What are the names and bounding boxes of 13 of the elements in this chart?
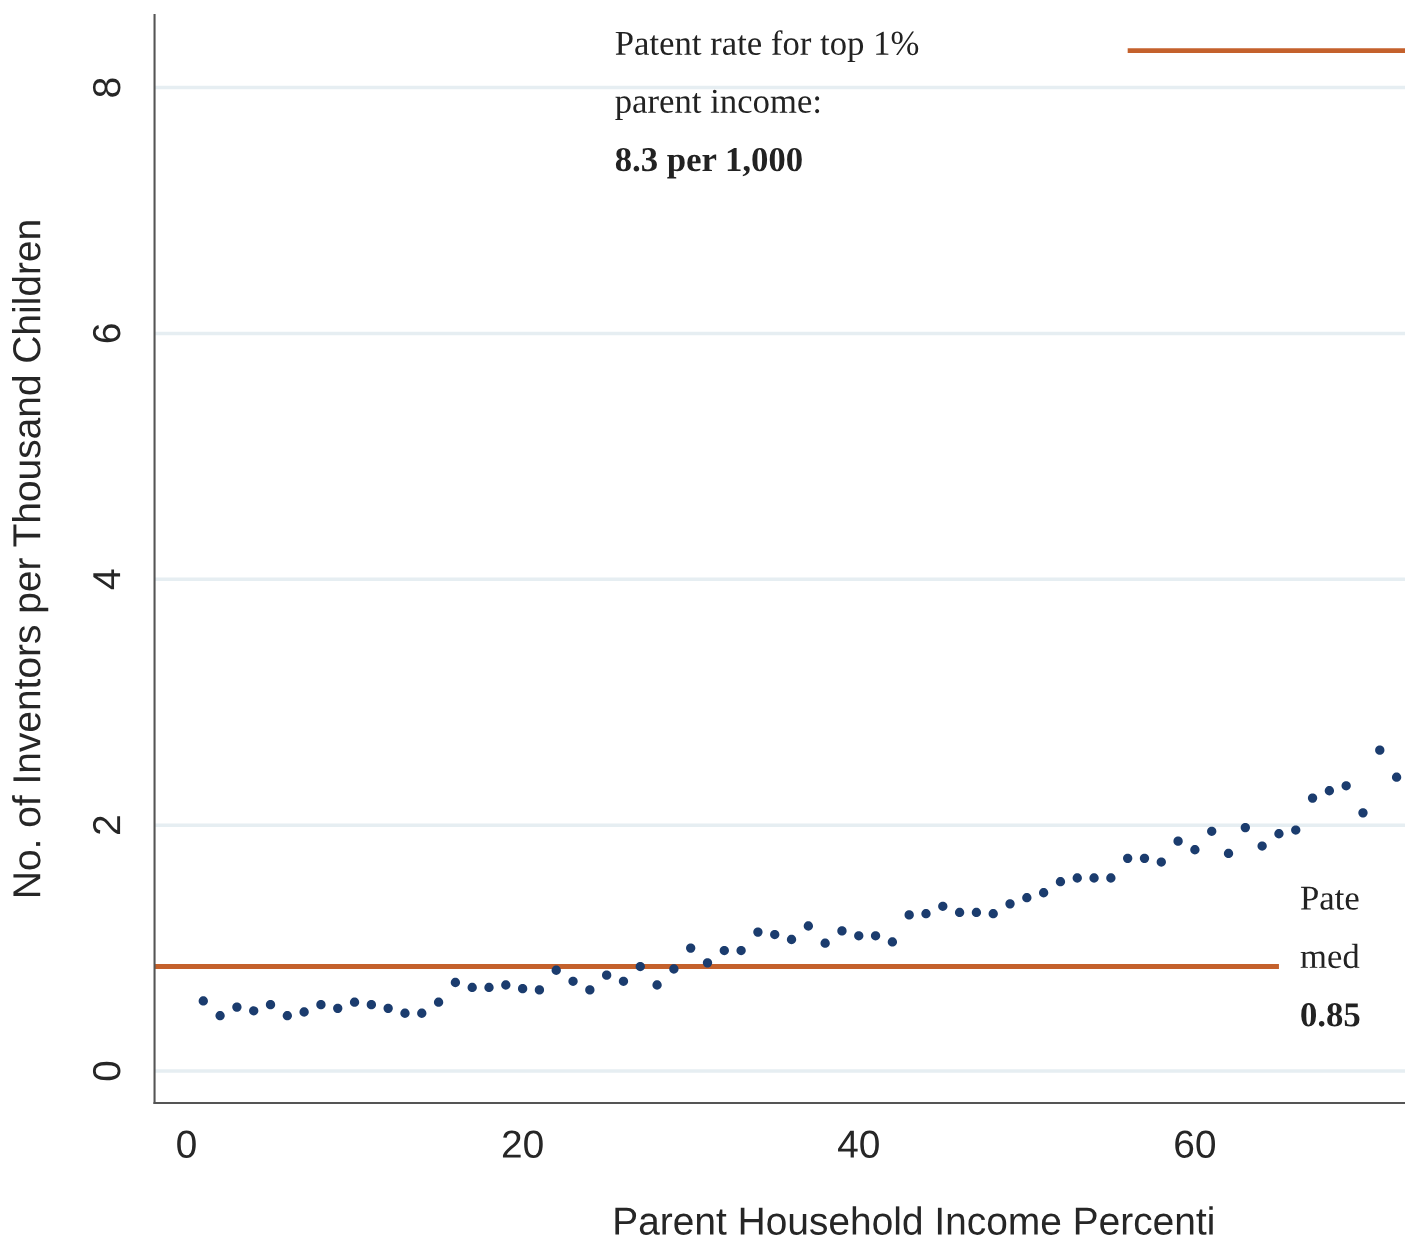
x-axis-title: Parent Household Income Percenti xyxy=(615,1206,1213,1235)
x-tick-label: 0 xyxy=(177,1130,196,1158)
y-tick-label: 6 xyxy=(92,324,121,343)
y-axis-title: No. of Inventors per Thousand Children xyxy=(12,221,49,896)
x-tick-label: 60 xyxy=(1175,1130,1216,1158)
y-tick-label: 0 xyxy=(92,1061,121,1081)
annotation: Pate med 0.85 xyxy=(1300,886,1360,1027)
y-tick-label: 2 xyxy=(92,816,121,835)
annotation: Patent rate for top 1% parent income: 8.3 per 1,000 xyxy=(615,30,919,179)
x-tick-label: 20 xyxy=(502,1130,543,1158)
x-tick-label: 40 xyxy=(838,1130,879,1158)
y-tick-label: 8 xyxy=(92,78,121,97)
y-tick-label: 4 xyxy=(93,569,121,590)
